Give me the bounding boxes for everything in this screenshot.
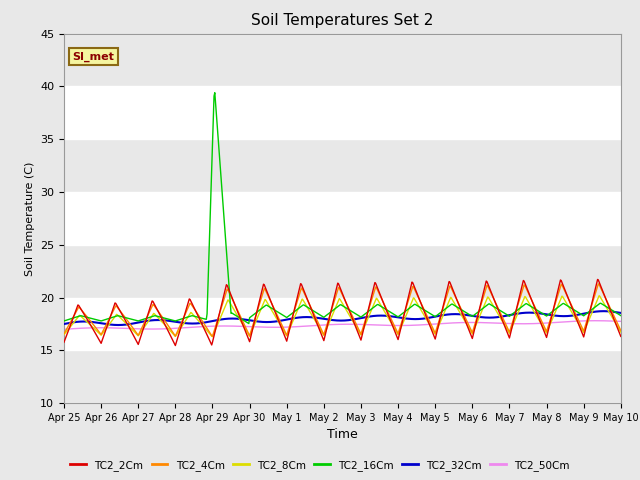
Y-axis label: Soil Temperature (C): Soil Temperature (C) — [24, 161, 35, 276]
Bar — [64, 139, 621, 192]
Title: Soil Temperatures Set 2: Soil Temperatures Set 2 — [252, 13, 433, 28]
Text: SI_met: SI_met — [72, 51, 114, 62]
Bar — [64, 350, 621, 403]
Legend: TC2_2Cm, TC2_4Cm, TC2_8Cm, TC2_16Cm, TC2_32Cm, TC2_50Cm: TC2_2Cm, TC2_4Cm, TC2_8Cm, TC2_16Cm, TC2… — [67, 456, 573, 475]
X-axis label: Time: Time — [327, 429, 358, 442]
Bar — [64, 245, 621, 298]
Bar — [64, 34, 621, 86]
